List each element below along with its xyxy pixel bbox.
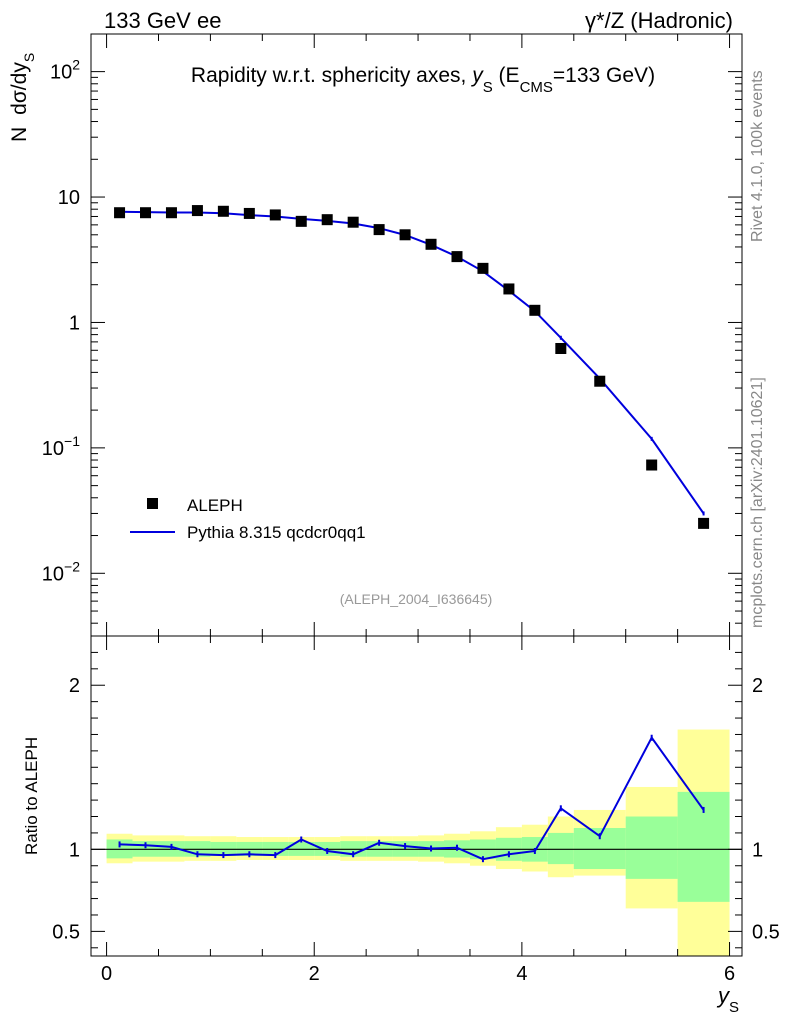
aleph-data-point [373,224,385,236]
main-y-tick-label: 10 [58,187,80,209]
rivet-version-label: Rivet 4.1.0, 100k events [749,70,766,242]
aleph-data-point [321,214,333,226]
aleph-data-point [503,283,515,295]
ratio-y-tick-label: 2 [69,675,80,697]
legend-marker-aleph [147,498,158,509]
ratio-inner-band [625,816,678,879]
x-tick-label: 4 [516,963,527,985]
aleph-data-point [114,207,126,219]
x-tick-labels: 0 2 4 6 [101,963,735,985]
aleph-data-point [269,209,281,221]
aleph-data-point [399,229,411,241]
main-y-tick-label: 102 [50,57,80,84]
mcplots-label: mcplots.cern.ch [arXiv:2401.10621] [749,377,766,628]
aleph-data-point [594,375,606,387]
legend: ALEPH Pythia 8.315 qcdcr0qq1 [130,496,366,542]
aleph-data-point [217,205,229,217]
aleph-data-point [243,207,255,219]
ratio-y-tick-label-right: 2 [752,675,763,697]
aleph-data-point [140,207,152,219]
ratio-y-tick-label-right: 1 [752,839,763,861]
ratio-y-tick-label: 1 [69,839,80,861]
x-tick-label: 2 [309,963,320,985]
pythia-line [119,210,705,515]
aleph-data-point [295,215,307,227]
ratio-y-tick-label-right: 0.5 [752,921,780,943]
legend-label-aleph: ALEPH [187,496,243,515]
header-left: 133 GeV ee [104,8,221,33]
aleph-data-point [347,216,359,228]
legend-label-pythia: Pythia 8.315 qcdcr0qq1 [187,523,366,542]
ratio-inner-band [547,832,574,865]
ratio-panel-frame [90,635,743,957]
aleph-data-point [477,262,489,274]
ratio-series [118,734,705,863]
ratio-panel-ticks: 0.5 0.5 1 1 2 2 [52,636,780,956]
main-y-axis-label: Ndσ/dyS [8,53,37,142]
aleph-data-point [698,517,710,529]
x-tick-label: 0 [101,963,112,985]
main-panel-ticks: 102 10 1 10−1 10−2 [42,34,742,636]
ratio-bands [91,729,742,956]
ratio-y-axis-label: Ratio to ALEPH [22,737,41,855]
x-axis-label: yS [716,983,739,1016]
main-panel-series [114,205,710,529]
main-y-tick-label: 10−1 [42,433,80,460]
analysis-id: (ALEPH_2004_I636645) [340,591,493,607]
main-y-tick-label: 1 [69,312,80,334]
aleph-data-point [555,342,567,354]
aleph-data-point [451,251,463,263]
aleph-data-point [646,459,658,471]
main-panel-frame [90,33,743,637]
aleph-data-point [165,207,177,219]
aleph-data-point [425,238,437,250]
header-right: γ*/Z (Hadronic) [585,8,733,33]
ratio-y-tick-label: 0.5 [52,921,80,943]
x-tick-label: 6 [724,963,735,985]
aleph-data-point [529,304,541,316]
aleph-data-point [191,205,203,217]
main-y-tick-label: 10−2 [42,558,80,585]
chart-title: Rapidity w.r.t. sphericity axes, yS (ECM… [191,64,655,96]
